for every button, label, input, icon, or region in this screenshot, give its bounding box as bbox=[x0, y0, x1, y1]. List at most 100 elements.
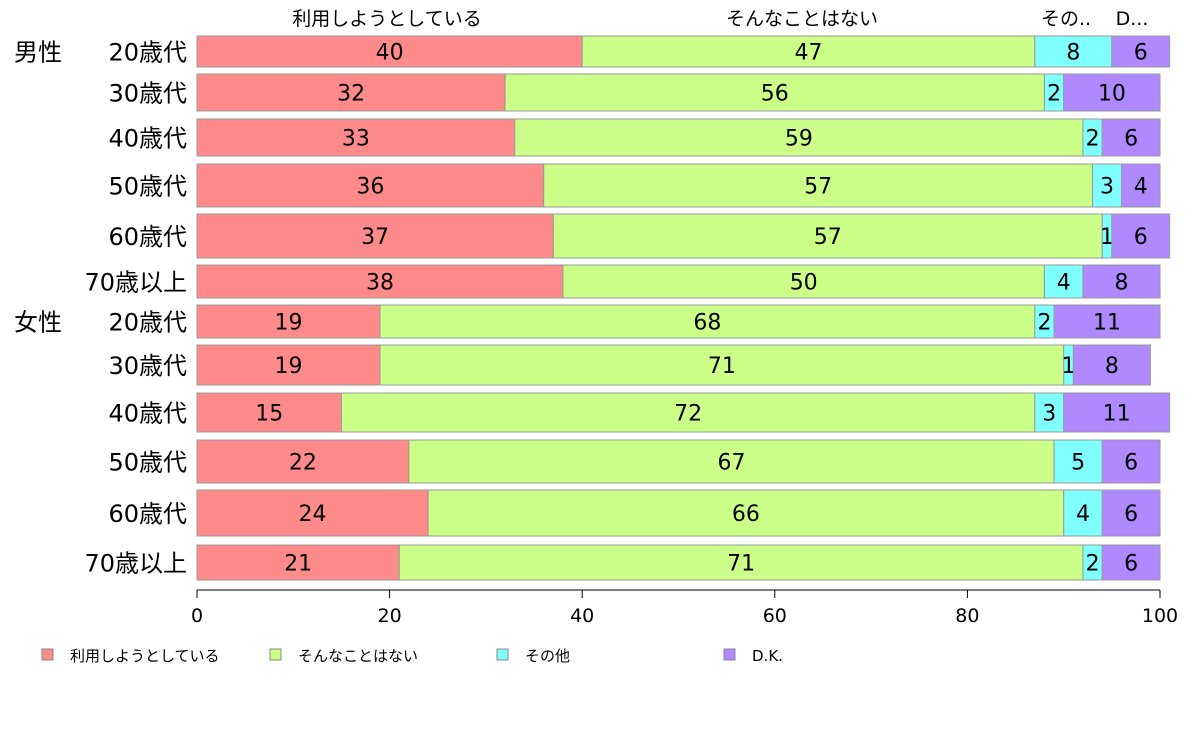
bar-segment bbox=[514, 118, 1084, 157]
data-label: 6 bbox=[1134, 225, 1148, 250]
x-tick-label: 40 bbox=[570, 605, 594, 627]
bar-segment bbox=[196, 344, 381, 386]
bar-segment bbox=[398, 544, 1084, 581]
bar-segment bbox=[1101, 439, 1161, 484]
column-header: その.. bbox=[1041, 8, 1091, 30]
legend-label: D.K. bbox=[752, 647, 783, 665]
bar-segment bbox=[196, 264, 564, 299]
legend-label: そんなことはない bbox=[298, 647, 418, 665]
data-label: 67 bbox=[717, 451, 745, 476]
bar-segment bbox=[562, 264, 1045, 299]
data-label: 57 bbox=[814, 225, 842, 250]
data-label: 3 bbox=[1100, 175, 1114, 200]
category-label: 50歳代 bbox=[108, 449, 187, 477]
category-label: 40歳代 bbox=[108, 400, 187, 428]
data-label: 71 bbox=[727, 552, 755, 577]
legend-swatch bbox=[269, 648, 282, 661]
category-label: 60歳代 bbox=[108, 500, 187, 528]
legend-label: その他 bbox=[525, 647, 570, 665]
category-label: 70歳以上 bbox=[84, 550, 187, 578]
category-label: 20歳代 bbox=[108, 39, 187, 67]
bar-segment bbox=[196, 118, 516, 157]
data-label: 19 bbox=[274, 311, 302, 336]
data-label: 8 bbox=[1114, 271, 1128, 296]
data-label: 68 bbox=[693, 311, 721, 336]
bar-segment bbox=[340, 392, 1036, 433]
x-tick-label: 60 bbox=[763, 605, 787, 627]
bar-segment bbox=[1101, 118, 1161, 157]
legend-swatch bbox=[496, 648, 509, 661]
data-label: 38 bbox=[366, 271, 394, 296]
data-label: 1 bbox=[1100, 225, 1114, 250]
data-label: 8 bbox=[1105, 354, 1119, 379]
bar-segment bbox=[581, 35, 1036, 68]
bar-segment bbox=[543, 163, 1094, 208]
data-label: 6 bbox=[1124, 451, 1138, 476]
data-label: 72 bbox=[674, 402, 702, 427]
data-label: 66 bbox=[732, 502, 760, 527]
data-label: 47 bbox=[795, 41, 823, 66]
bar-segment bbox=[1063, 489, 1103, 537]
bar-segment bbox=[1034, 35, 1113, 68]
legend-swatch bbox=[723, 648, 736, 661]
category-label: 50歳代 bbox=[108, 173, 187, 201]
data-label: 71 bbox=[708, 354, 736, 379]
data-label: 6 bbox=[1124, 127, 1138, 152]
data-label: 11 bbox=[1093, 311, 1121, 336]
category-label: 30歳代 bbox=[108, 80, 187, 108]
data-label: 33 bbox=[342, 127, 370, 152]
x-tick-label: 80 bbox=[955, 605, 979, 627]
data-label: 5 bbox=[1071, 451, 1085, 476]
bar-segment bbox=[379, 304, 1036, 339]
data-label: 4 bbox=[1134, 175, 1148, 200]
data-label: 1 bbox=[1062, 354, 1076, 379]
data-label: 50 bbox=[790, 271, 818, 296]
data-label: 56 bbox=[761, 82, 789, 107]
data-label: 36 bbox=[356, 175, 384, 200]
data-label: 40 bbox=[376, 41, 404, 66]
data-label: 59 bbox=[785, 127, 813, 152]
bar-segment bbox=[1111, 35, 1171, 68]
bar-segment bbox=[1053, 439, 1103, 484]
data-label: 19 bbox=[274, 354, 302, 379]
bar-segment bbox=[196, 73, 506, 112]
bar-segment bbox=[504, 73, 1045, 112]
data-label: 6 bbox=[1124, 552, 1138, 577]
data-label: 2 bbox=[1086, 552, 1100, 577]
data-label: 6 bbox=[1124, 502, 1138, 527]
bar-segment bbox=[1101, 489, 1161, 537]
column-header: 利用しようとしている bbox=[292, 8, 481, 30]
bar-segment bbox=[379, 344, 1065, 386]
bar-segment bbox=[1034, 392, 1065, 433]
data-label: 2 bbox=[1047, 82, 1061, 107]
group-label: 男性 bbox=[14, 39, 62, 67]
data-label: 3 bbox=[1042, 402, 1056, 427]
legend-label: 利用しようとしている bbox=[70, 647, 220, 665]
data-label: 21 bbox=[284, 552, 312, 577]
category-label: 60歳代 bbox=[108, 223, 187, 251]
bar-segment bbox=[1063, 392, 1171, 433]
data-label: 8 bbox=[1066, 41, 1080, 66]
bar-segment bbox=[196, 163, 545, 208]
column-header: D... bbox=[1116, 8, 1149, 30]
data-label: 11 bbox=[1103, 402, 1131, 427]
bar-segment bbox=[1101, 544, 1161, 581]
bar-segment bbox=[1053, 304, 1161, 339]
category-label: 20歳代 bbox=[108, 309, 187, 337]
bar-segment bbox=[1111, 213, 1171, 259]
bar-segment bbox=[1082, 264, 1161, 299]
bar-segment bbox=[427, 489, 1065, 537]
data-label: 2 bbox=[1086, 127, 1100, 152]
x-tick-label: 0 bbox=[191, 605, 203, 627]
data-label: 24 bbox=[299, 502, 327, 527]
x-tick-label: 100 bbox=[1142, 605, 1178, 627]
bar-segment bbox=[196, 439, 410, 484]
x-tick-label: 20 bbox=[378, 605, 402, 627]
bar-segment bbox=[196, 392, 342, 433]
bar-segment bbox=[196, 544, 400, 581]
bar-segment bbox=[1063, 73, 1161, 112]
bar-segment bbox=[196, 35, 583, 68]
category-label: 70歳以上 bbox=[84, 269, 187, 297]
bar-segment bbox=[1092, 163, 1122, 208]
